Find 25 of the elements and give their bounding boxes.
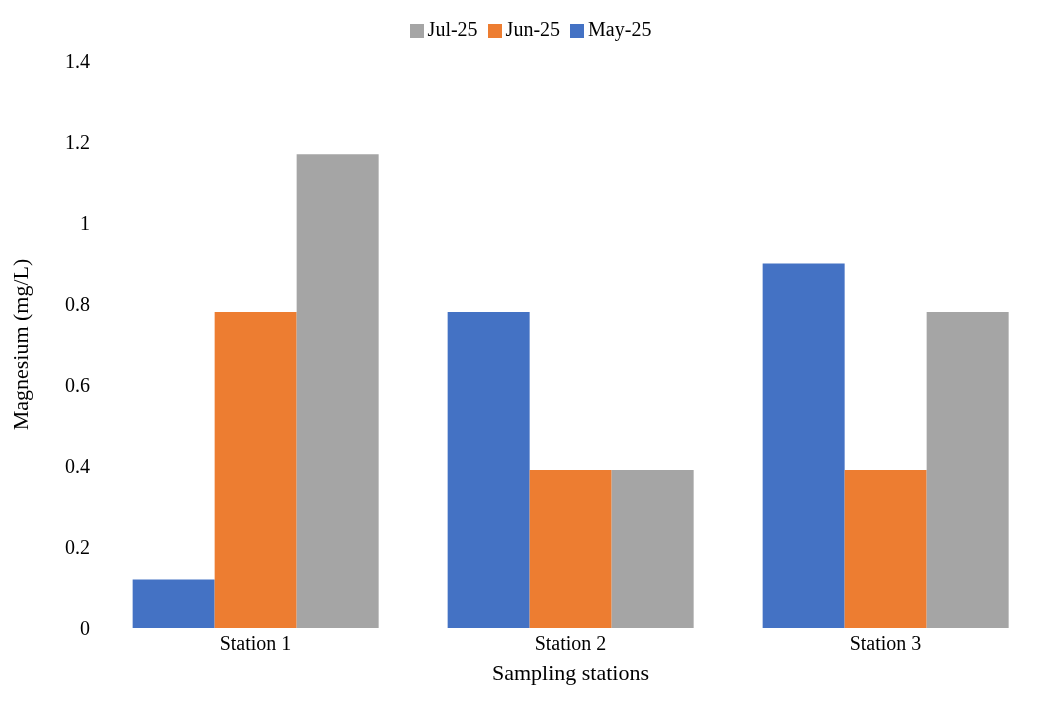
bar bbox=[447, 312, 530, 628]
y-tick-label: 0.2 bbox=[65, 536, 90, 559]
bar bbox=[762, 263, 845, 628]
y-tick-label: 0 bbox=[80, 617, 90, 640]
bar bbox=[926, 312, 1009, 628]
x-tick-label: Station 1 bbox=[219, 632, 292, 655]
y-tick-label: 0.6 bbox=[65, 374, 90, 397]
bar bbox=[844, 470, 927, 628]
bar bbox=[611, 470, 694, 628]
y-tick-label: 1.4 bbox=[65, 50, 90, 73]
bar bbox=[529, 470, 612, 628]
bar bbox=[132, 579, 215, 628]
x-tick-label: Station 3 bbox=[849, 632, 922, 655]
legend-label: May-25 bbox=[588, 18, 652, 40]
y-axis-title: Magnesium (mg/L) bbox=[7, 258, 33, 431]
bar bbox=[296, 154, 379, 628]
legend-label: Jul-25 bbox=[427, 18, 478, 40]
y-tick-label: 1 bbox=[80, 212, 90, 235]
legend-label: Jun-25 bbox=[505, 18, 561, 40]
bar bbox=[214, 312, 297, 628]
x-axis-title: Sampling stations bbox=[491, 660, 650, 685]
y-tick-label: 1.2 bbox=[65, 131, 90, 154]
y-tick-label: 0.8 bbox=[65, 293, 90, 316]
y-tick-label: 0.4 bbox=[65, 455, 90, 478]
x-tick-label: Station 2 bbox=[534, 632, 607, 655]
